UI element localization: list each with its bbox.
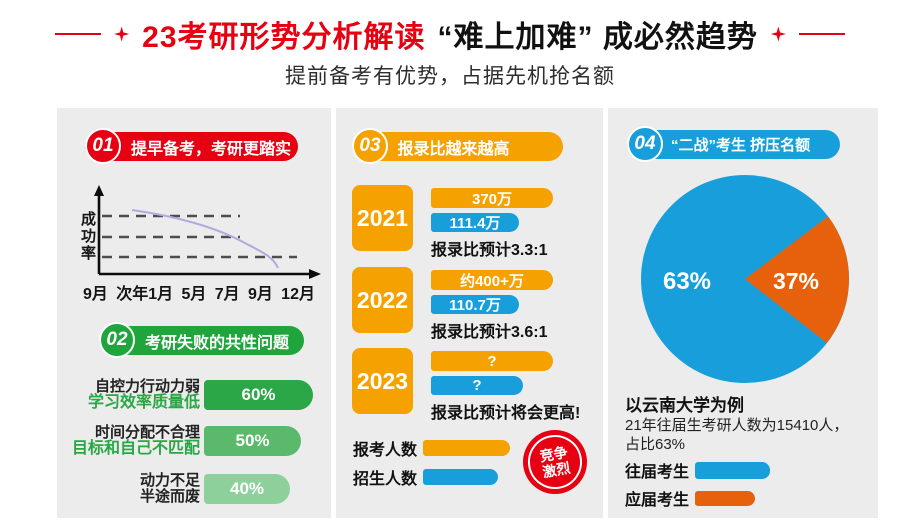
applicants-bar: ? (431, 351, 553, 371)
section1-number: 01 (85, 128, 121, 164)
legend-swatch-blue (695, 461, 770, 479)
page-title: 23考研形势分析解读 “难上加难” 成必然趋势 (142, 12, 758, 56)
year-row-2023: 2023 ? ? 报录比预计将会更高! (352, 348, 580, 423)
legend-label: 往届考生 (625, 464, 690, 481)
example-title: 以云南大学为例 (625, 396, 744, 415)
bar-label: 时间分配不合理 目标和自己不匹配 (57, 425, 200, 457)
x-tick: 7月 (214, 286, 240, 303)
year-bars: ? ? 报录比预计将会更高! (431, 348, 580, 423)
applicants-bar: 370万 (431, 188, 553, 208)
ratio-note: 报录比预计3.6:1 (431, 324, 548, 341)
legend-swatch-orange (695, 490, 755, 506)
section1-badge: 01 提早备考，考研更踏实 (85, 128, 298, 164)
admitted-bar: ? (431, 376, 523, 395)
x-tick: 次年1月 (116, 286, 174, 303)
stamp-text-line2: 激烈 (541, 459, 572, 481)
year-row-2021: 2021 370万 111.4万 报录比预计3.3:1 (352, 185, 553, 260)
section4-badge: 04 “二战”考生 挤压名额 (627, 126, 840, 162)
legend-swatch-orange (423, 440, 510, 456)
section2-badge: 02 考研失败的共性问题 (99, 322, 304, 358)
x-tick: 9月 (83, 286, 108, 303)
bar-60: 60% (204, 380, 313, 410)
bar-label: 自控力行动力弱 学习效率质量低 (57, 379, 200, 411)
admitted-bar: 110.7万 (431, 295, 519, 314)
year-block: 2022 (352, 267, 413, 333)
y-axis-label: 成功率 (79, 211, 96, 262)
example-line2: 占比63% (625, 436, 686, 453)
star-icon (770, 26, 786, 42)
year-block: 2023 (352, 348, 413, 414)
legend-fresh-examinees: 应届考生 (625, 488, 755, 509)
x-axis-labels: 9月 次年1月 5月 7月 9月 12月 (83, 280, 315, 304)
page-title-red: 23考研形势分析解读 (142, 21, 426, 54)
failure-bar-row: 时间分配不合理 目标和自己不匹配 50% (57, 425, 321, 457)
competition-stamp: 竞争 激烈 (523, 430, 587, 494)
bar-value: 50% (235, 431, 270, 450)
year-block: 2021 (352, 185, 413, 251)
legend-applicants: 报考人数 (353, 438, 510, 459)
bar-label-line2: 学习效率质量低 (87, 394, 200, 411)
pie-label-37: 37% (772, 268, 820, 294)
panel-early-prep: 01 提早备考，考研更踏实 成功率 9月 次年1月 5月 7月 9月 12月 (57, 108, 331, 518)
section3-badge: 03 报录比越来越高 (352, 128, 563, 164)
section3-title: 报录比越来越高 (397, 140, 510, 158)
failure-bar-row: 自控力行动力弱 学习效率质量低 60% (57, 379, 321, 411)
header: 23考研形势分析解读 “难上加难” 成必然趋势 (0, 14, 900, 54)
bar-label-line1: 动力不足 (139, 472, 200, 489)
panel-ratio: 03 报录比越来越高 2021 370万 111.4万 报录比预计3.3:1 2… (336, 108, 603, 518)
x-tick: 12月 (281, 286, 315, 303)
bar-value: 40% (229, 479, 265, 498)
year-bars: 约400+万 110.7万 报录比预计3.6:1 (431, 267, 553, 342)
section2-number: 02 (99, 322, 135, 358)
bar-40: 40% (204, 474, 290, 504)
bar-value: 60% (241, 385, 276, 404)
failure-bar-row: 动力不足 半途而废 40% (57, 473, 321, 505)
section4-title: “二战”考生 挤压名额 (671, 137, 811, 154)
bar-label-line1: 自控力行动力弱 (94, 378, 200, 395)
bar-label-line2: 目标和自己不匹配 (71, 440, 200, 457)
section2-title: 考研失败的共性问题 (145, 334, 290, 352)
section3-number: 03 (352, 128, 388, 164)
legend-swatch-blue (423, 469, 498, 485)
page-subtitle: 提前备考有优势，占据先机抢名额 (285, 65, 615, 88)
pie-label-63: 63% (662, 268, 712, 295)
bar-label: 动力不足 半途而废 (57, 473, 200, 505)
example-line1: 21年往届生考研人数为15410人， (625, 417, 849, 434)
x-tick: 5月 (181, 286, 207, 303)
star-icon (114, 26, 130, 42)
legend-label: 招生人数 (353, 471, 418, 488)
competition-stamp-inner: 竞争 激烈 (523, 430, 587, 494)
bar-50: 50% (204, 426, 301, 456)
legend-label: 报考人数 (353, 442, 418, 459)
section1-title: 提早备考，考研更踏实 (131, 140, 292, 158)
legend-admitted: 招生人数 (353, 467, 498, 488)
legend-label: 应届考生 (625, 492, 690, 509)
success-rate-line-chart (94, 185, 321, 279)
admitted-bar: 111.4万 (431, 213, 519, 232)
ratio-note: 报录比预计将会更高! (431, 405, 581, 422)
year-row-2022: 2022 约400+万 110.7万 报录比预计3.6:1 (352, 267, 553, 342)
left-line-decoration (55, 33, 102, 35)
bar-label-line1: 时间分配不合理 (94, 424, 200, 441)
x-tick: 9月 (247, 286, 273, 303)
panel-second-try: 04 “二战”考生 挤压名额 63% 37% 以云南大学为例 21年往届生考研人… (608, 108, 878, 518)
right-line-decoration (798, 33, 845, 35)
page-title-black: “难上加难” 成必然趋势 (437, 21, 758, 54)
bar-label-line2: 半途而废 (139, 488, 200, 505)
legend-repeat-examinees: 往届考生 (625, 460, 770, 481)
year-bars: 370万 111.4万 报录比预计3.3:1 (431, 185, 553, 260)
ratio-note: 报录比预计3.3:1 (431, 242, 548, 259)
pie-chart (641, 175, 849, 383)
section4-number: 04 (627, 126, 663, 162)
applicants-bar: 约400+万 (431, 270, 553, 290)
